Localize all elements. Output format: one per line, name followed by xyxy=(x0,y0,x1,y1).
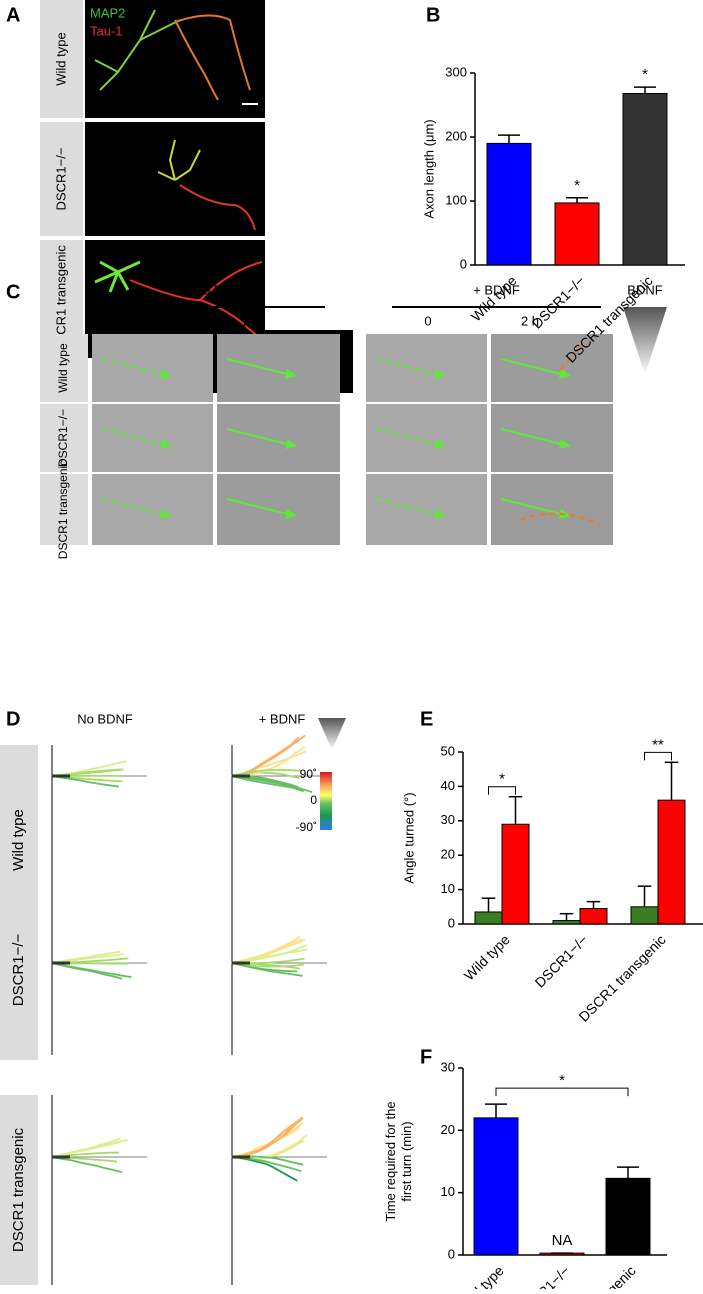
bar xyxy=(606,1178,650,1255)
bar xyxy=(487,143,531,265)
stain-label: Tau-1 xyxy=(90,23,123,38)
dic-image xyxy=(366,334,487,402)
trajectory xyxy=(232,937,300,963)
trajectory xyxy=(232,1117,303,1157)
bar xyxy=(553,921,580,924)
row-label: DSCR1−/− xyxy=(10,934,27,1007)
panel-label: D xyxy=(6,708,20,730)
x-tick-label: Wild type xyxy=(455,1262,507,1289)
y-tick-label: 300 xyxy=(445,64,467,79)
y-tick-label: 10 xyxy=(441,1184,455,1199)
significance-bracket xyxy=(489,787,516,795)
dic-image xyxy=(366,404,487,472)
x-tick-label: DSCR1−/− xyxy=(532,931,591,990)
y-tick-label: 20 xyxy=(441,847,455,862)
row-label: DSCR1 transgenic xyxy=(56,460,70,559)
significance-bracket xyxy=(645,752,672,760)
condition-label: No BDNF xyxy=(194,282,250,297)
bar-annotation: NA xyxy=(552,1232,573,1249)
row-label: DSCR1 transgenic xyxy=(10,1127,27,1252)
gradient-triangle xyxy=(623,307,667,375)
time-label: 0 xyxy=(424,313,431,328)
bar xyxy=(475,912,502,924)
column-label: No BDNF xyxy=(77,711,133,726)
gradient-triangle xyxy=(318,718,346,750)
panel-label: E xyxy=(420,708,433,730)
dic-image xyxy=(217,334,340,402)
column-label: + BDNF xyxy=(259,711,306,726)
colorbar-label: -90˚ xyxy=(296,820,317,834)
x-tick-label: DSCR1−/− xyxy=(514,1262,573,1289)
significance-label: ** xyxy=(652,736,664,753)
dic-image xyxy=(491,474,613,545)
y-tick-label: 10 xyxy=(441,881,455,896)
bar xyxy=(631,907,658,924)
y-tick-label: 30 xyxy=(441,812,455,827)
row-label: Wild type xyxy=(53,32,68,85)
x-tick-label: Wild type xyxy=(461,931,513,983)
dic-image xyxy=(217,474,340,545)
x-tick-label: DSCR1 transgenic xyxy=(575,931,668,1024)
bar xyxy=(623,93,667,265)
bar xyxy=(580,909,607,924)
bar xyxy=(658,800,685,924)
row-label: Wild type xyxy=(56,343,70,393)
y-tick-label: 30 xyxy=(441,1059,455,1074)
panel-label: F xyxy=(420,1046,432,1068)
colorbar xyxy=(320,772,332,830)
dic-image xyxy=(92,474,213,545)
colorbar-label: 90˚ xyxy=(300,767,317,781)
y-tick-label: 0 xyxy=(448,915,455,930)
y-tick-label: 20 xyxy=(441,1122,455,1137)
time-label: 2 h xyxy=(243,313,261,328)
bar xyxy=(555,203,599,265)
y-axis-label: Angle turned (°) xyxy=(401,792,416,883)
bar xyxy=(474,1118,518,1255)
y-tick-label: 0 xyxy=(460,256,467,271)
dic-image xyxy=(92,334,213,402)
bar xyxy=(502,824,529,924)
dic-image xyxy=(491,404,613,472)
significance-label: * xyxy=(499,771,505,788)
panel-label: B xyxy=(426,4,440,26)
trajectory xyxy=(232,1118,303,1157)
row-label: Wild type xyxy=(10,809,27,871)
time-label: 0 xyxy=(149,313,156,328)
y-tick-label: 50 xyxy=(441,743,455,758)
trajectory xyxy=(52,963,122,979)
row-label: DSCR1−/− xyxy=(53,148,68,211)
y-axis-label: Time required for thefirst turn (min) xyxy=(383,1101,414,1221)
trajectory xyxy=(232,1118,303,1157)
y-tick-label: 0 xyxy=(448,1246,455,1261)
panel-label: A xyxy=(6,4,20,26)
significance-bracket xyxy=(496,1088,628,1096)
bar-annotation: * xyxy=(574,177,580,194)
dic-image xyxy=(92,404,213,472)
y-tick-label: 100 xyxy=(445,192,467,207)
stain-label: MAP2 xyxy=(90,5,125,20)
bar-annotation: * xyxy=(642,66,648,83)
panel-label: C xyxy=(6,281,20,303)
dic-image xyxy=(366,474,487,545)
dic-image xyxy=(217,404,340,472)
x-tick-label: Wild type xyxy=(468,272,520,324)
x-tick-label: DSCR1−/− xyxy=(529,272,588,331)
y-tick-label: 40 xyxy=(441,778,455,793)
y-tick-label: 200 xyxy=(445,128,467,143)
row-label: DSCR1−/− xyxy=(56,409,70,467)
y-axis-label: Axon length (μm) xyxy=(421,119,436,218)
colorbar-label: 0 xyxy=(310,793,317,807)
significance-label: * xyxy=(559,1072,565,1089)
